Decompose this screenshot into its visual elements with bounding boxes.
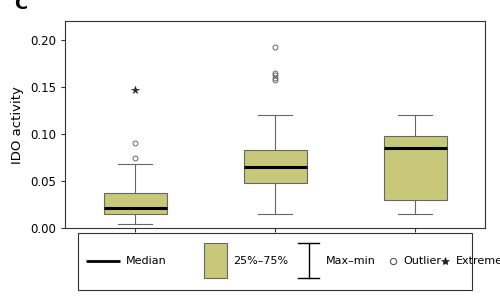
- Text: C: C: [14, 0, 28, 13]
- Text: Median: Median: [126, 256, 166, 266]
- Bar: [104, 193, 166, 214]
- Text: Max–min: Max–min: [326, 256, 376, 266]
- Y-axis label: IDO activity: IDO activity: [12, 86, 24, 164]
- Text: Outlier: Outlier: [403, 256, 441, 266]
- Text: 25%–75%: 25%–75%: [233, 256, 288, 266]
- Text: Extreme: Extreme: [456, 256, 500, 266]
- Bar: [204, 243, 227, 278]
- FancyBboxPatch shape: [78, 233, 472, 290]
- Bar: [384, 136, 446, 200]
- Bar: [244, 150, 306, 183]
